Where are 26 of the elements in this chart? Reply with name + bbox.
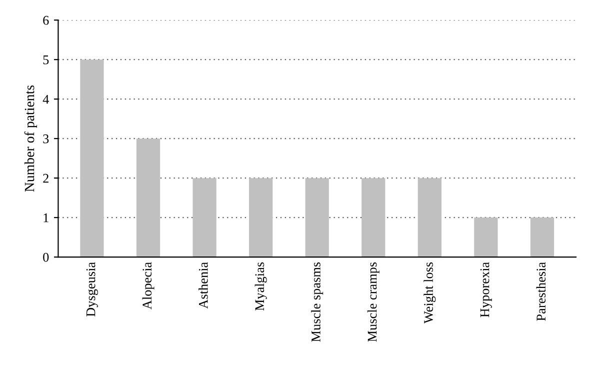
x-tick-label: Hyporexia xyxy=(480,262,492,318)
x-tick-label: Muscle spasms xyxy=(311,262,324,342)
y-tick-label: 4 xyxy=(42,94,49,104)
x-tick-label: Weight loss xyxy=(424,262,436,324)
bar xyxy=(305,178,329,258)
x-tick-label: Dysgeusia xyxy=(86,262,98,317)
bar xyxy=(530,218,554,258)
bar xyxy=(136,138,160,258)
y-tick-label: 1 xyxy=(44,213,48,222)
bar xyxy=(192,178,216,258)
y-tick-label: 5 xyxy=(43,56,49,64)
x-tick-label: Alopecia xyxy=(142,262,154,310)
bar xyxy=(249,178,273,258)
x-tick-label: Myalgias xyxy=(254,262,267,311)
bar xyxy=(418,178,442,258)
bar xyxy=(80,60,104,258)
bar xyxy=(474,218,498,258)
bar xyxy=(362,178,386,258)
y-axis-title: Number of patients xyxy=(24,85,38,192)
x-tick-label: Muscle cramps xyxy=(367,262,380,342)
x-tick-label: Paresthesia xyxy=(536,262,546,321)
y-tick-label: 0 xyxy=(43,252,49,262)
y-tick-label: 2 xyxy=(43,174,48,183)
y-tick-label: 6 xyxy=(43,16,49,25)
y-tick-label: 3 xyxy=(43,134,49,144)
x-tick-label: Asthenia xyxy=(198,262,208,309)
